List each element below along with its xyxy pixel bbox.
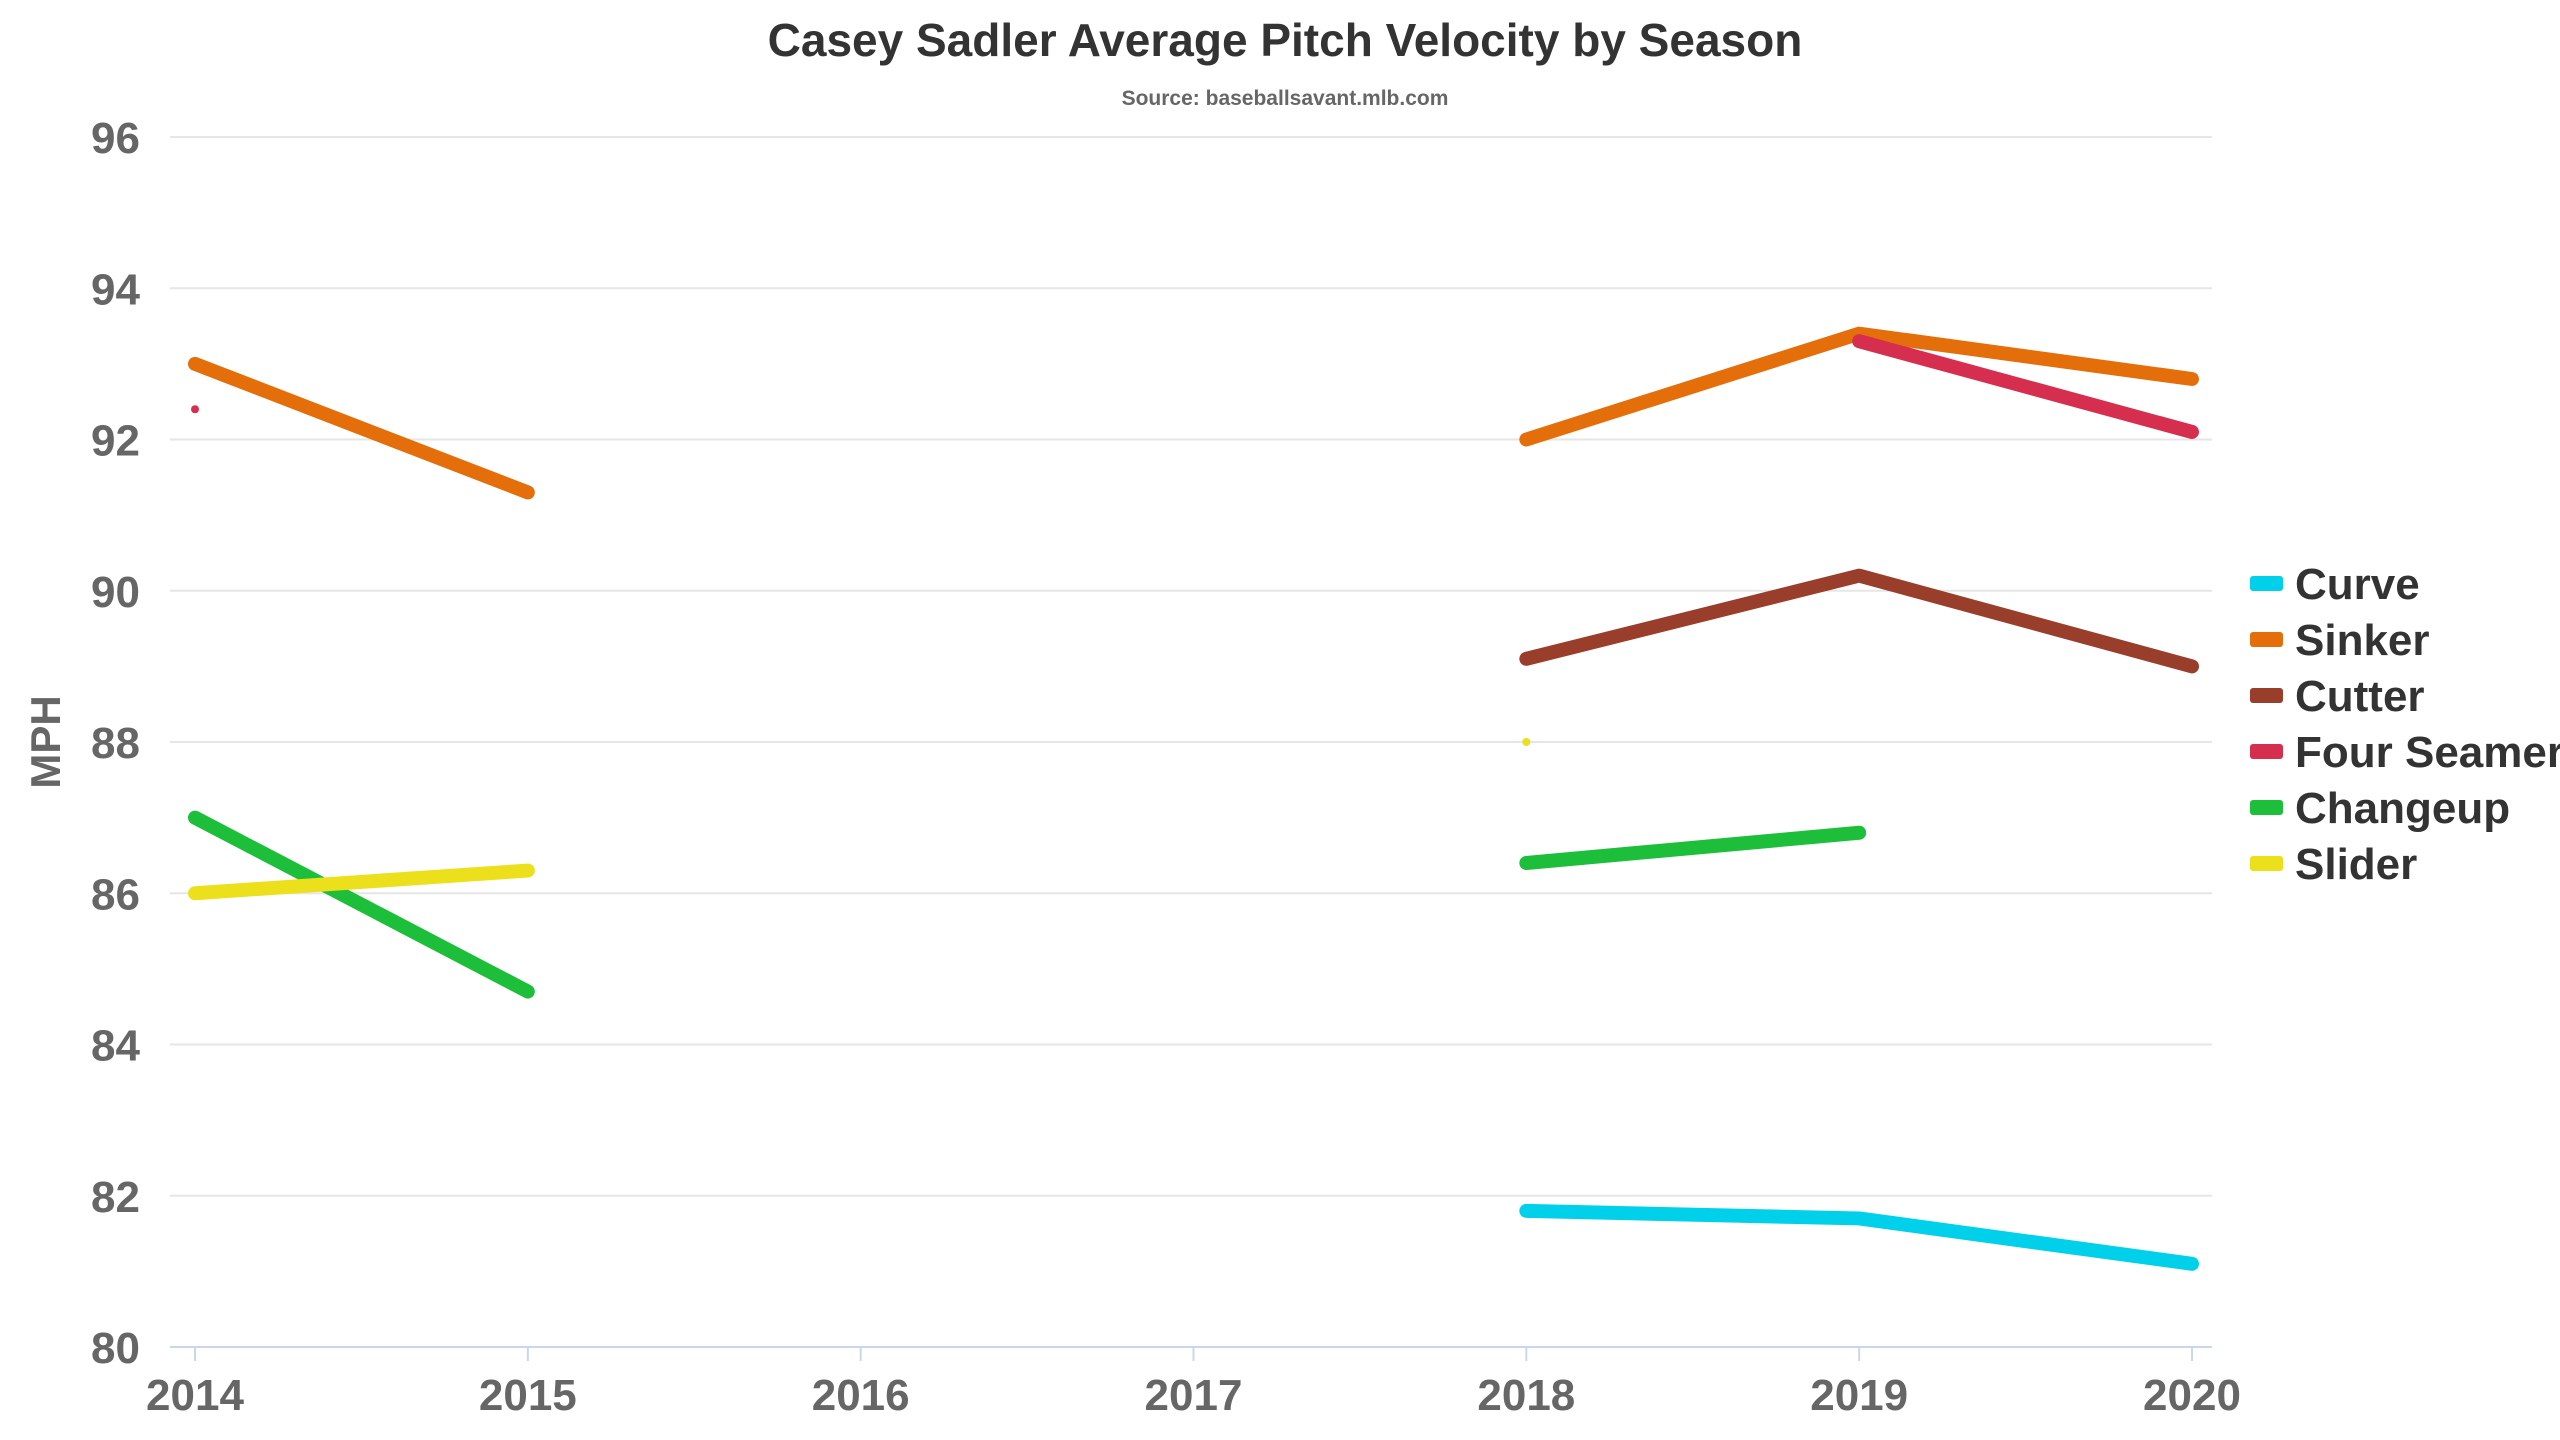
legend-swatch (2250, 856, 2283, 871)
series-lines (188, 326, 2199, 1271)
y-axis-label: MPH (22, 695, 69, 788)
y-tick-label: 88 (91, 719, 140, 768)
series-curve (1519, 1203, 2199, 1271)
legend-item-label: Changeup (2295, 784, 2510, 833)
x-tick-label: 2018 (1477, 1371, 1575, 1420)
legend-swatch (2250, 800, 2283, 815)
legend: Curve Sinker Cutter Four Seamer Changeup Slid… (2250, 560, 2560, 889)
series-line (1519, 1203, 2199, 1271)
x-axis-ticks: 2014 2015 2016 2017 2018 2019 2020 (146, 1347, 2241, 1420)
x-tick-label: 2017 (1145, 1371, 1243, 1420)
data-point (191, 405, 199, 414)
legend-item-label: Cutter (2295, 672, 2425, 721)
series-four-seamer (191, 334, 2199, 439)
y-tick-label: 84 (91, 1022, 140, 1071)
chart-subtitle: Source: baseballsavant.mlb.com (1122, 87, 1449, 110)
y-tick-label: 86 (91, 870, 140, 919)
y-tick-label: 82 (91, 1173, 140, 1222)
y-tick-label: 94 (91, 265, 140, 314)
y-axis-ticks: 80 82 84 86 88 90 92 94 96 (91, 114, 140, 1373)
y-tick-label: 92 (91, 417, 140, 466)
legend-item-label: Sinker (2295, 616, 2430, 665)
chart-title: Casey Sadler Average Pitch Velocity by S… (768, 14, 1803, 66)
series-line (188, 356, 535, 500)
legend-swatch (2250, 744, 2283, 759)
legend-swatch (2250, 688, 2283, 703)
y-tick-label: 80 (91, 1324, 140, 1373)
legend-item-label: Slider (2295, 840, 2417, 889)
legend-item-label: Curve (2295, 560, 2420, 609)
series-line (188, 810, 535, 999)
x-tick-label: 2014 (146, 1371, 244, 1420)
legend-swatch (2250, 576, 2283, 591)
data-point (1522, 738, 1531, 746)
x-tick-label: 2016 (812, 1371, 910, 1420)
series-slider (188, 738, 1531, 901)
series-line (1519, 568, 2199, 674)
y-tick-label: 96 (91, 114, 140, 163)
legend-item-label: Four Seamer (2295, 728, 2560, 777)
series-line (1852, 334, 2199, 439)
series-cutter (1519, 568, 2199, 674)
y-tick-label: 90 (91, 568, 140, 617)
series-sinker (188, 326, 2199, 500)
series-line (188, 863, 535, 901)
x-tick-label: 2015 (479, 1371, 577, 1420)
x-tick-label: 2019 (1810, 1371, 1908, 1420)
series-line (1519, 326, 2199, 447)
grid-lines (170, 136, 2212, 1348)
series-changeup (188, 810, 1867, 999)
legend-swatch (2250, 632, 2283, 647)
x-tick-label: 2020 (2143, 1371, 2241, 1420)
series-line (1519, 825, 1867, 870)
